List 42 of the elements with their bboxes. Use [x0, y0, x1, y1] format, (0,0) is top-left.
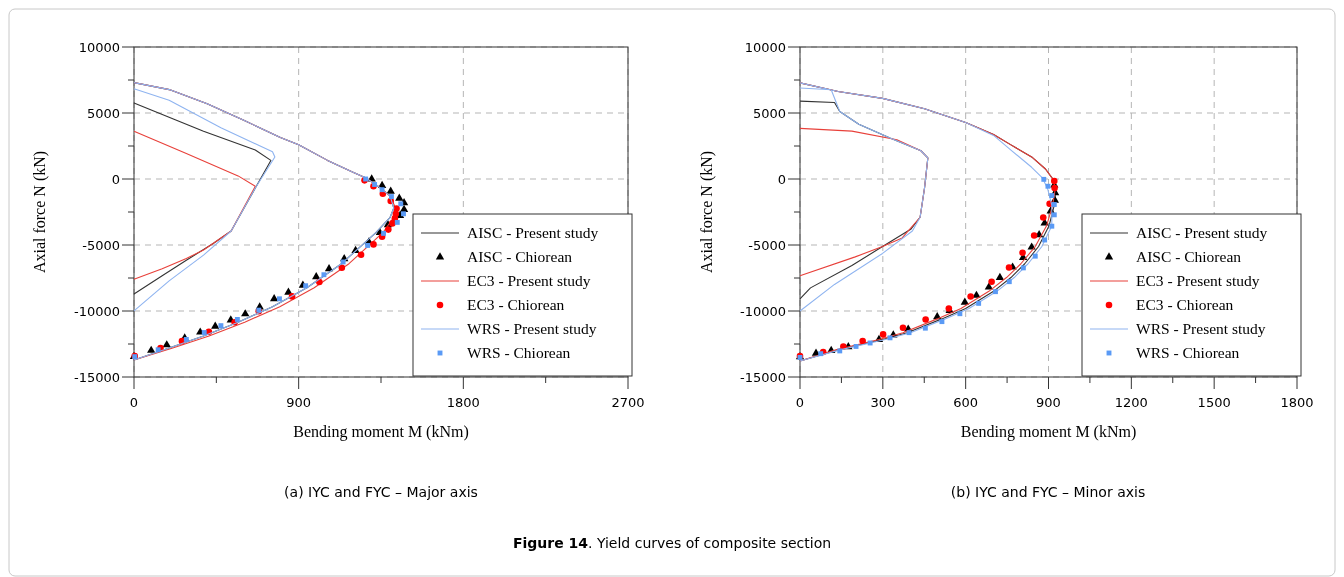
x-tick-label: 1800: [446, 395, 480, 410]
x-tick-label: 1800: [1280, 395, 1314, 410]
y-tick-label: -10000: [73, 304, 120, 319]
caption: Figure 14. Yield curves of composite section: [512, 535, 832, 551]
x-tick-label: 300: [870, 395, 896, 410]
y-axis-title: Axial force N (kN): [698, 150, 716, 274]
y-tick-label: 0: [777, 172, 786, 187]
legend-label: EC3 - Present study: [1136, 272, 1260, 289]
x-tick-label: 900: [1036, 395, 1061, 410]
text: (a) IYC and FYC – Major axis: [284, 484, 478, 500]
legend-label: EC3 - Chiorean: [1136, 296, 1234, 313]
legend-label: EC3 - Chiorean: [467, 296, 565, 313]
legend-label: EC3 - Present study: [467, 272, 591, 289]
legend-label: WRS - Chiorean: [467, 344, 571, 361]
y-tick-label: -15000: [73, 370, 120, 385]
y-tick-label: 0: [111, 172, 120, 187]
legend-label: WRS - Chiorean: [1136, 344, 1240, 361]
y-tick-label: -5000: [748, 238, 786, 253]
text: (b) IYC and FYC – Minor axis: [950, 484, 1146, 500]
y-tick-label: 10000: [78, 40, 120, 55]
legend-label: AISC - Chiorean: [467, 248, 573, 265]
x-tick-label: 1200: [1114, 395, 1148, 410]
legend-label: AISC - Present study: [467, 224, 599, 241]
x-axis-title: Bending moment M (kNm): [293, 423, 469, 441]
x-axis-title: Bending moment M (kNm): [960, 423, 1137, 441]
y-tick-label: 10000: [744, 40, 786, 55]
x-tick-label: 600: [953, 395, 979, 410]
y-tick-label: 5000: [86, 106, 120, 121]
x-tick-label: 2700: [611, 395, 645, 410]
y-tick-label: 5000: [752, 106, 786, 121]
legend-label: WRS - Present study: [1136, 320, 1266, 337]
y-tick-label: -15000: [739, 370, 786, 385]
x-tick-label: 1500: [1197, 395, 1231, 410]
x-tick-label: 900: [286, 395, 312, 410]
y-axis-title: Axial force N (kN): [31, 150, 49, 274]
x-tick-label: 0: [129, 395, 139, 410]
legend-label: WRS - Present study: [467, 320, 597, 337]
y-tick-label: -5000: [82, 238, 120, 253]
legend-label: AISC - Present study: [1136, 224, 1268, 241]
y-tick-label: -10000: [739, 304, 786, 319]
x-tick-label: 0: [795, 395, 805, 410]
legend-label: AISC - Chiorean: [1136, 248, 1242, 265]
